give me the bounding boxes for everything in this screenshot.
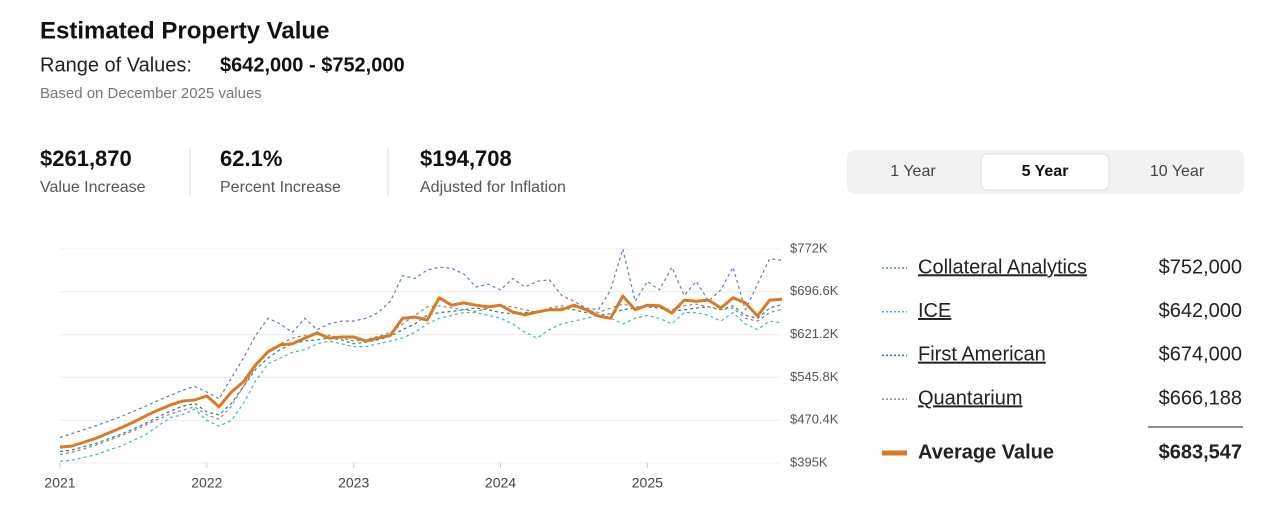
range-label: Range of Values: bbox=[40, 54, 192, 76]
series-line bbox=[59, 294, 783, 449]
legend-name[interactable]: Quantarium bbox=[918, 387, 1023, 409]
x-tick-label: 2024 bbox=[485, 475, 516, 491]
x-tick-label: 2022 bbox=[191, 475, 222, 491]
subtitle: Based on December 2025 values bbox=[40, 85, 262, 102]
title: Estimated Property Value bbox=[40, 17, 329, 44]
y-tick-label: $470.4K bbox=[790, 412, 839, 427]
stat-label: Adjusted for Inflation bbox=[420, 179, 566, 196]
y-tick-label: $621.2K bbox=[790, 326, 839, 341]
stat-label: Value Increase bbox=[40, 179, 146, 196]
legend-name[interactable]: First American bbox=[918, 344, 1046, 366]
tab-selected[interactable] bbox=[980, 153, 1110, 191]
y-tick-label: $772K bbox=[790, 240, 828, 255]
series-line bbox=[59, 248, 783, 439]
y-tick-label: $696.6K bbox=[790, 283, 839, 298]
stat-value: 62.1% bbox=[220, 146, 282, 171]
legend-name[interactable]: Collateral Analytics bbox=[918, 256, 1087, 278]
tab[interactable]: 1 Year bbox=[890, 163, 936, 180]
x-tick-label: 2023 bbox=[338, 475, 369, 491]
legend-name: Average Value bbox=[918, 441, 1054, 463]
tab[interactable]: 5 Year bbox=[1022, 163, 1069, 180]
y-tick-label: $545.8K bbox=[790, 369, 839, 384]
x-tick-label: 2021 bbox=[44, 475, 75, 491]
x-tick-label: 2025 bbox=[632, 475, 663, 491]
stat-value: $261,870 bbox=[40, 146, 132, 171]
legend-value: $642,000 bbox=[1159, 300, 1242, 322]
range-value: $642,000 - $752,000 bbox=[220, 54, 405, 76]
legend-value: $683,547 bbox=[1159, 441, 1242, 463]
stat-label: Percent Increase bbox=[220, 179, 341, 196]
legend-value: $674,000 bbox=[1159, 344, 1242, 366]
stat-value: $194,708 bbox=[420, 146, 512, 171]
legend-value: $666,188 bbox=[1159, 387, 1242, 409]
legend-value: $752,000 bbox=[1159, 256, 1242, 278]
legend-name[interactable]: ICE bbox=[918, 300, 951, 322]
y-tick-label: $395K bbox=[790, 454, 828, 469]
tab[interactable]: 10 Year bbox=[1150, 163, 1205, 180]
